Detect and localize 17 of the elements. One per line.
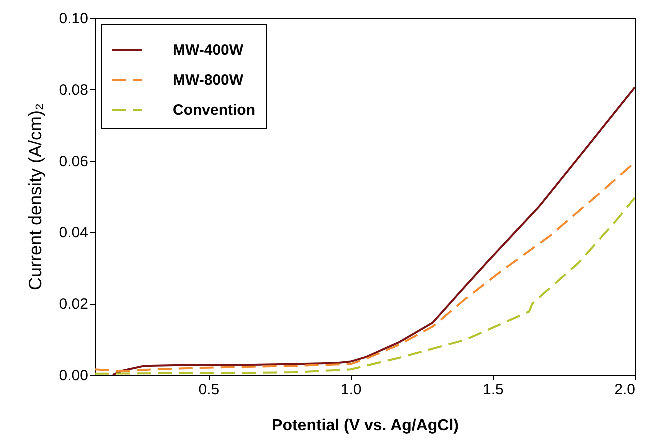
x-tick-label: 2.0 xyxy=(614,382,636,398)
y-tick-label: 0.08 xyxy=(59,82,88,99)
x-axis-title: Potential (V vs. Ag/AgCl) xyxy=(272,418,459,434)
x-tick-label: 1.5 xyxy=(482,382,504,398)
legend-label: Convention xyxy=(173,102,256,119)
y-tick-label: 0.02 xyxy=(59,296,88,314)
x-tick-label: 1.0 xyxy=(340,382,362,398)
legend-label: MW-400W xyxy=(173,42,244,59)
y-tick-label: 0.00 xyxy=(59,368,88,384)
x-tick-label: 0.5 xyxy=(198,382,220,398)
y-tick-label: 0.06 xyxy=(59,153,88,170)
line-series xyxy=(95,196,635,375)
y-tick-label: 0.10 xyxy=(59,10,88,28)
legend-label: MW-800W xyxy=(173,72,244,89)
y-tick-label: 0.04 xyxy=(59,224,88,242)
line-series xyxy=(112,86,635,375)
y-axis-title: Current density (A/cm)₂ xyxy=(25,103,46,291)
